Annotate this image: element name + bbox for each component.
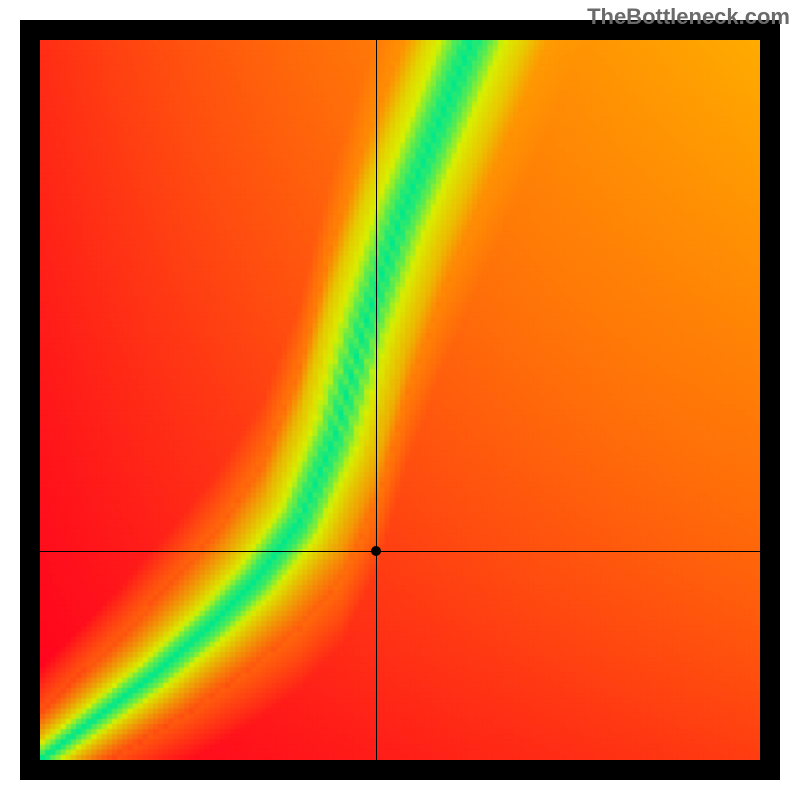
watermark-text: TheBottleneck.com: [587, 4, 790, 30]
chart-container: TheBottleneck.com: [0, 0, 800, 800]
crosshair-horizontal: [40, 551, 760, 552]
chart-outer: [20, 20, 780, 780]
crosshair-vertical: [376, 40, 377, 760]
heatmap-canvas: [40, 40, 760, 760]
marker-dot: [371, 546, 381, 556]
